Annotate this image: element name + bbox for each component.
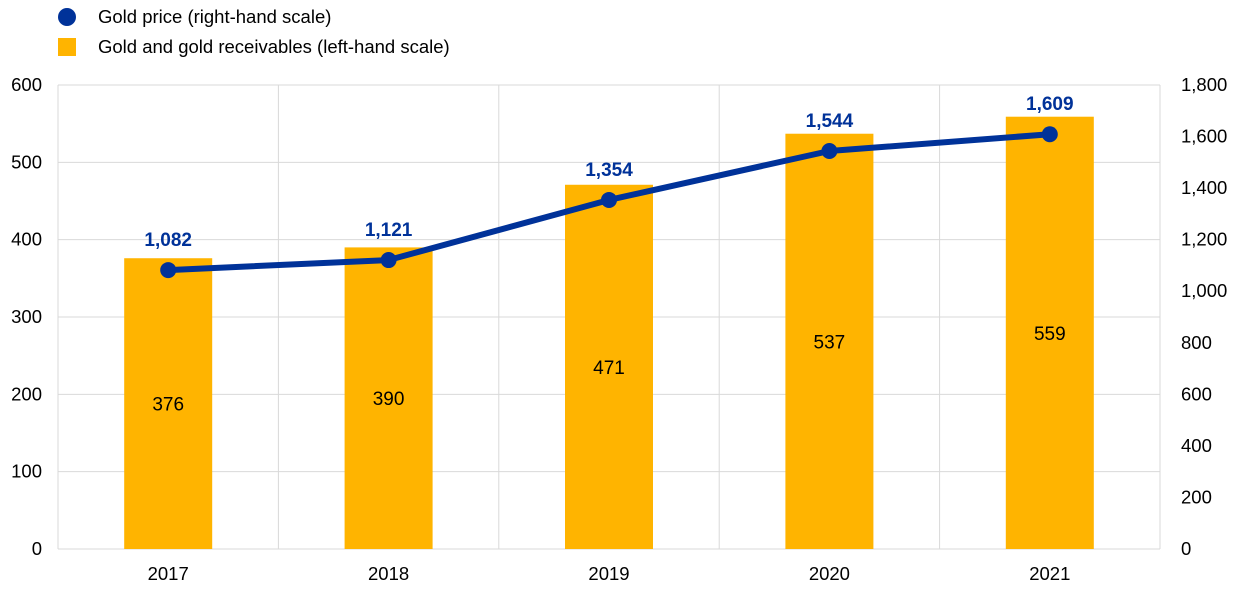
y-right-tick-label: 200 [1181, 486, 1212, 507]
bar-data-label: 559 [1034, 324, 1066, 345]
y-right-tick-label: 1,000 [1181, 280, 1227, 301]
line-point [160, 262, 177, 279]
line-data-label: 1,354 [585, 160, 633, 181]
x-tick-label: 2020 [809, 563, 850, 584]
bar-data-label: 376 [152, 395, 184, 416]
line-data-label: 1,121 [365, 220, 413, 241]
bar-data-label: 471 [593, 358, 625, 379]
legend-item-gold-receivables: Gold and gold receivables (left-hand sca… [58, 32, 450, 62]
y-left-tick-label: 200 [11, 383, 42, 404]
y-right-tick-label: 1,600 [1181, 126, 1227, 147]
line-data-label: 1,609 [1026, 94, 1074, 115]
x-tick-label: 2017 [148, 563, 189, 584]
bar-data-label: 390 [373, 389, 405, 410]
y-right-tick-label: 1,800 [1181, 74, 1227, 95]
x-tick-label: 2021 [1029, 563, 1070, 584]
y-left-tick-label: 0 [32, 538, 42, 559]
y-right-tick-label: 1,400 [1181, 177, 1227, 198]
line-point [380, 252, 397, 269]
bar [124, 258, 213, 549]
legend-label-gold-receivables: Gold and gold receivables (left-hand sca… [98, 36, 450, 57]
bar [785, 133, 874, 549]
line-point [601, 191, 617, 208]
line-data-label: 1,544 [806, 111, 854, 132]
y-right-tick-label: 1,200 [1181, 229, 1227, 250]
y-left-tick-label: 500 [11, 151, 42, 172]
x-tick-label: 2018 [368, 563, 409, 584]
legend-circle-marker-icon [58, 8, 76, 26]
legend: Gold price (right-hand scale) Gold and g… [58, 2, 450, 62]
y-right-tick-label: 0 [1181, 538, 1191, 559]
line-point [821, 142, 838, 159]
y-right-tick-label: 600 [1181, 383, 1212, 404]
y-left-tick-label: 400 [11, 229, 42, 250]
legend-item-gold-price: Gold price (right-hand scale) [58, 2, 450, 32]
y-left-tick-label: 100 [11, 461, 42, 482]
y-left-tick-label: 600 [11, 74, 42, 95]
bar [1005, 116, 1094, 549]
bar-data-label: 537 [814, 332, 846, 353]
y-left-tick-label: 300 [11, 306, 42, 327]
x-tick-label: 2019 [588, 563, 629, 584]
y-right-tick-label: 800 [1181, 332, 1212, 353]
y-right-tick-label: 400 [1181, 435, 1212, 456]
legend-label-gold-price: Gold price (right-hand scale) [98, 6, 332, 27]
bar [565, 184, 653, 549]
line-data-label: 1,082 [144, 230, 192, 251]
line-point [1041, 126, 1058, 143]
legend-square-marker-icon [58, 38, 76, 56]
bar [344, 247, 433, 549]
